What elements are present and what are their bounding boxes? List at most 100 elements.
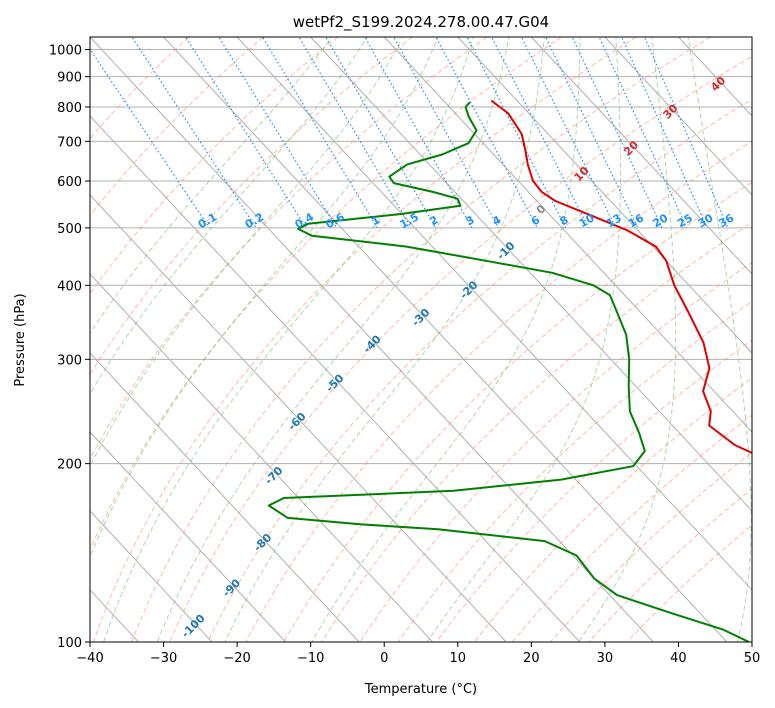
x-tick-label: 40 bbox=[670, 651, 687, 666]
isotherm-label: -30 bbox=[409, 306, 432, 329]
mixing-ratio-line bbox=[571, 37, 663, 229]
dry-adiabat bbox=[588, 488, 752, 642]
x-tick-label: 10 bbox=[450, 651, 467, 666]
y-tick-label: 1000 bbox=[49, 44, 82, 59]
dry-adiabat bbox=[207, 98, 752, 642]
x-tick-label: −20 bbox=[223, 651, 250, 666]
mixing-ratio-line bbox=[131, 37, 257, 229]
isotherm-line bbox=[604, 37, 752, 196]
mixing-ratio-line bbox=[435, 37, 538, 229]
isotherm-line bbox=[90, 273, 434, 642]
isotherm-line bbox=[90, 431, 286, 642]
mixing-ratio-line bbox=[184, 37, 307, 229]
isotherm-label: 30 bbox=[661, 101, 681, 121]
plot-clipped bbox=[0, 37, 752, 642]
moist-adiabat bbox=[224, 37, 545, 642]
y-axis-label: Pressure (hPa) bbox=[13, 293, 28, 386]
x-axis-label: Temperature (°C) bbox=[364, 682, 477, 697]
dry-adiabat bbox=[90, 37, 339, 295]
dry-adiabat bbox=[321, 222, 752, 642]
mixing-ratio-line bbox=[261, 37, 378, 229]
isotherm-label: -90 bbox=[220, 576, 243, 599]
y-tick-label: 700 bbox=[57, 135, 82, 150]
dry-adiabat bbox=[90, 37, 413, 376]
dry-adiabat bbox=[92, 37, 637, 642]
y-tick-label: 800 bbox=[57, 101, 82, 116]
y-tick-label: 500 bbox=[57, 222, 82, 237]
isotherm-line bbox=[90, 115, 581, 642]
y-tick-label: 200 bbox=[57, 458, 82, 473]
dewpoint-profile-line bbox=[267, 101, 750, 642]
isotherm-label: -40 bbox=[361, 332, 384, 355]
dry-adiabat bbox=[90, 37, 190, 140]
moist-adiabat bbox=[103, 37, 474, 642]
moist-adiabat bbox=[156, 37, 510, 642]
moist-adiabat bbox=[687, 37, 752, 642]
mixing-ratio-line bbox=[90, 48, 210, 229]
isotherm-line bbox=[530, 37, 752, 275]
y-tick-label: 600 bbox=[57, 175, 82, 190]
x-tick-label: −10 bbox=[297, 651, 324, 666]
isotherm-line bbox=[383, 37, 752, 433]
mixing-ratio-label: 4 bbox=[490, 213, 503, 228]
axis-ticks: −40 −30 −20 −10 0 10 20 30 40 50 1000 900 800 700 600 5… bbox=[49, 44, 760, 666]
isotherm-line bbox=[0, 37, 65, 642]
mixing-ratio-line bbox=[544, 37, 639, 229]
moist-adiabat bbox=[426, 37, 621, 642]
mixing-ratio-label: 3 bbox=[464, 213, 477, 228]
x-tick-label: 20 bbox=[523, 651, 540, 666]
mixing-ratio-line bbox=[325, 37, 437, 229]
mixing-ratio-line bbox=[598, 37, 688, 229]
plot-area: 0.1 0.2 0.4 0.6 1 1.5 2 3 4 6 8 10 13 16 20 25 30 36-100-… bbox=[0, 36, 753, 643]
x-tick-label: −30 bbox=[150, 651, 177, 666]
isotherm-line bbox=[90, 510, 213, 642]
mixing-ratio-line bbox=[298, 37, 412, 229]
moist-adiabat bbox=[90, 37, 368, 395]
temperature-profile-line bbox=[490, 99, 752, 455]
mixing-ratio-line bbox=[491, 37, 590, 229]
dry-adiabat bbox=[473, 377, 752, 642]
mixing-ratio-line bbox=[620, 37, 708, 229]
moist-adiabat bbox=[577, 37, 677, 642]
x-tick-label: 50 bbox=[744, 651, 761, 666]
dry-adiabat bbox=[169, 55, 752, 642]
moist-adiabat bbox=[90, 37, 404, 467]
isotherm-line bbox=[236, 37, 752, 591]
y-tick-label: 100 bbox=[57, 636, 82, 651]
x-tick-label: 0 bbox=[380, 651, 388, 666]
plot-frame bbox=[89, 36, 753, 643]
isotherm-line bbox=[90, 37, 654, 642]
dry-adiabat bbox=[131, 37, 712, 642]
dry-adiabat bbox=[90, 37, 264, 217]
dry-adiabat bbox=[359, 261, 752, 642]
chart-title: wetPf2_S199.2024.278.00.47.G04 bbox=[293, 13, 549, 32]
isotherm-label: -50 bbox=[323, 371, 346, 394]
y-tick-label: 900 bbox=[57, 71, 82, 86]
isotherm-label: -60 bbox=[285, 410, 308, 433]
isotherm-label: -10 bbox=[494, 239, 517, 262]
dry-adiabat bbox=[550, 451, 752, 642]
isotherm-label: -80 bbox=[251, 531, 274, 554]
y-tick-label: 400 bbox=[57, 279, 82, 294]
mixing-ratio-line bbox=[364, 37, 473, 229]
dry-adiabat bbox=[435, 339, 752, 642]
isotherm-line bbox=[90, 194, 507, 642]
dry-adiabat bbox=[245, 140, 752, 642]
dry-adiabat bbox=[397, 300, 752, 642]
mixing-ratio-line bbox=[643, 37, 729, 229]
moist-adiabat bbox=[90, 37, 333, 335]
dry-adiabat bbox=[512, 414, 752, 642]
isotherm-label: -100 bbox=[179, 612, 208, 641]
dry-adiabat bbox=[283, 181, 752, 642]
dry-adiabat bbox=[90, 37, 488, 460]
isotherm-line bbox=[90, 352, 360, 642]
mixing-ratio-label: 2 bbox=[428, 213, 441, 228]
mixing-ratio-label: 8 bbox=[558, 213, 571, 228]
x-tick-label: −40 bbox=[76, 651, 103, 666]
x-tick-label: 30 bbox=[597, 651, 614, 666]
mixing-ratio-line bbox=[218, 37, 338, 229]
isotherm-line bbox=[751, 37, 752, 38]
isotherm-line bbox=[457, 37, 752, 354]
isotherm-line bbox=[678, 37, 752, 117]
moist-adiabat bbox=[90, 37, 439, 558]
